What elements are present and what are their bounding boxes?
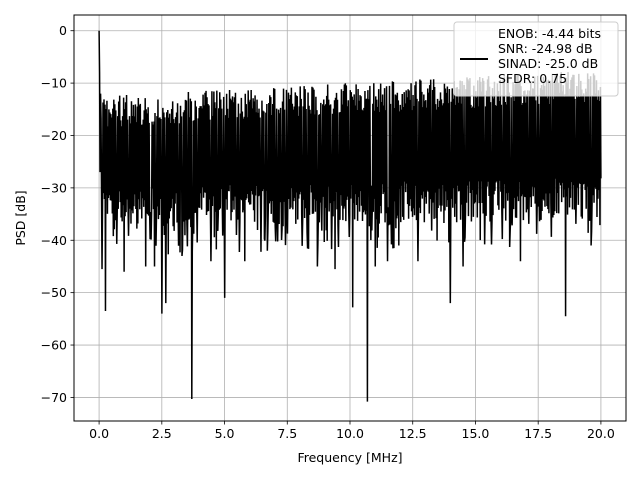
x-tick-label: 20.0	[587, 426, 615, 441]
y-axis-label: PSD [dB]	[13, 190, 28, 245]
y-tick-label: 0	[59, 23, 67, 38]
x-axis-label: Frequency [MHz]	[297, 450, 402, 465]
legend-enob: ENOB: -4.44 bits	[498, 26, 601, 41]
legend-sfdr: SFDR: 0.75	[498, 71, 567, 86]
y-tick-label: −50	[41, 285, 67, 300]
y-tick-label: −70	[41, 390, 67, 405]
legend: ENOB: -4.44 bits SNR: -24.98 dB SINAD: -…	[453, 21, 619, 97]
x-tick-label: 5.0	[215, 426, 235, 441]
psd-series	[98, 30, 602, 402]
y-axis-ticks: 0 −10 −20 −30 −40 −50 −60 −70	[41, 23, 74, 405]
y-tick-label: −10	[41, 76, 67, 91]
x-tick-label: 15.0	[462, 426, 490, 441]
x-tick-label: 2.5	[152, 426, 172, 441]
legend-sinad: SINAD: -25.0 dB	[498, 56, 598, 71]
y-tick-label: −30	[41, 180, 67, 195]
x-tick-label: 12.5	[399, 426, 427, 441]
x-tick-label: 0.0	[89, 426, 109, 441]
y-tick-label: −40	[41, 233, 67, 248]
psd-line	[98, 30, 602, 402]
y-tick-label: −60	[41, 338, 67, 353]
x-tick-label: 7.5	[277, 426, 297, 441]
x-tick-label: 17.5	[524, 426, 552, 441]
x-axis-ticks: 0.0 2.5 5.0 7.5 10.0 12.5 15.0 17.5 20.0	[89, 421, 615, 441]
y-tick-label: −20	[41, 128, 67, 143]
legend-snr: SNR: -24.98 dB	[498, 41, 593, 56]
x-tick-label: 10.0	[336, 426, 364, 441]
legend-box	[453, 21, 619, 97]
